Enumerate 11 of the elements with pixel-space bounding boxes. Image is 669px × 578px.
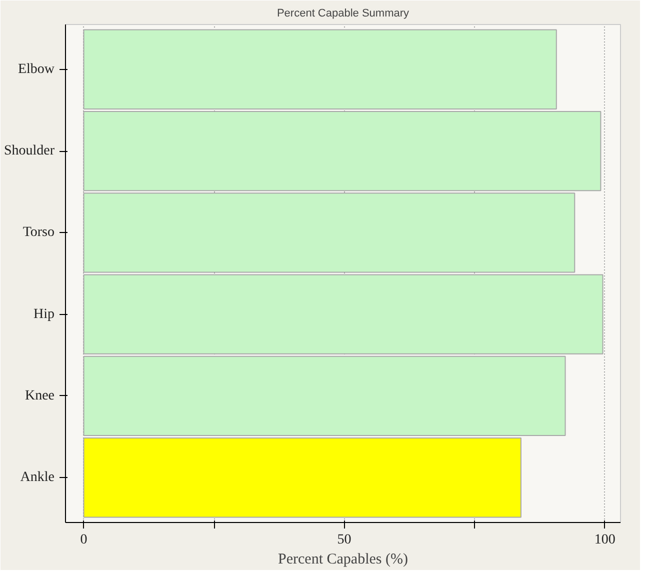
x-tick-label: 50 [337,532,352,548]
x-tick-label: 100 [594,532,616,548]
y-tick-label: Hip [34,306,54,322]
chart-title: Percent Capable Summary [276,8,410,20]
y-tick-label: Shoulder [4,144,55,159]
y-tick-label: Torso [22,225,55,240]
x-axis-title: Percent Capables (%) [278,552,408,568]
y-tick-label: Ankle [20,470,55,486]
y-tick-label: Knee [24,388,55,404]
y-tick-label: Elbow [18,62,56,77]
x-tick-label: 0 [80,532,88,548]
